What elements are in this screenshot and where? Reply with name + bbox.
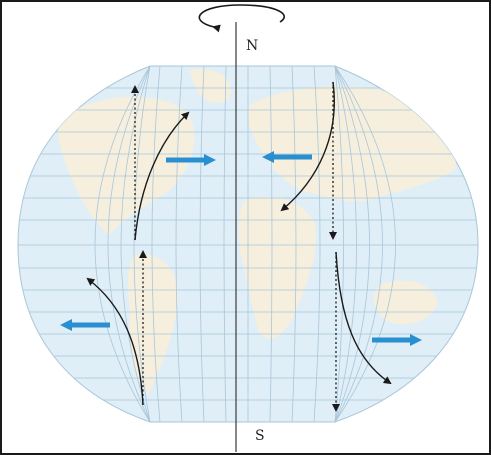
rotation-arrow	[198, 4, 286, 33]
graticule	[18, 66, 478, 422]
sh-east-deflected-path-arrow	[335, 251, 392, 385]
globe	[17, 65, 479, 423]
nh-east-deflected-path-arrow	[280, 81, 335, 212]
north-pole-label: N	[246, 38, 258, 54]
south-pole-label: S	[255, 428, 265, 444]
sh-west-deflected-path-arrow	[86, 277, 144, 406]
nh-west-deflected-path-arrow	[134, 111, 190, 241]
